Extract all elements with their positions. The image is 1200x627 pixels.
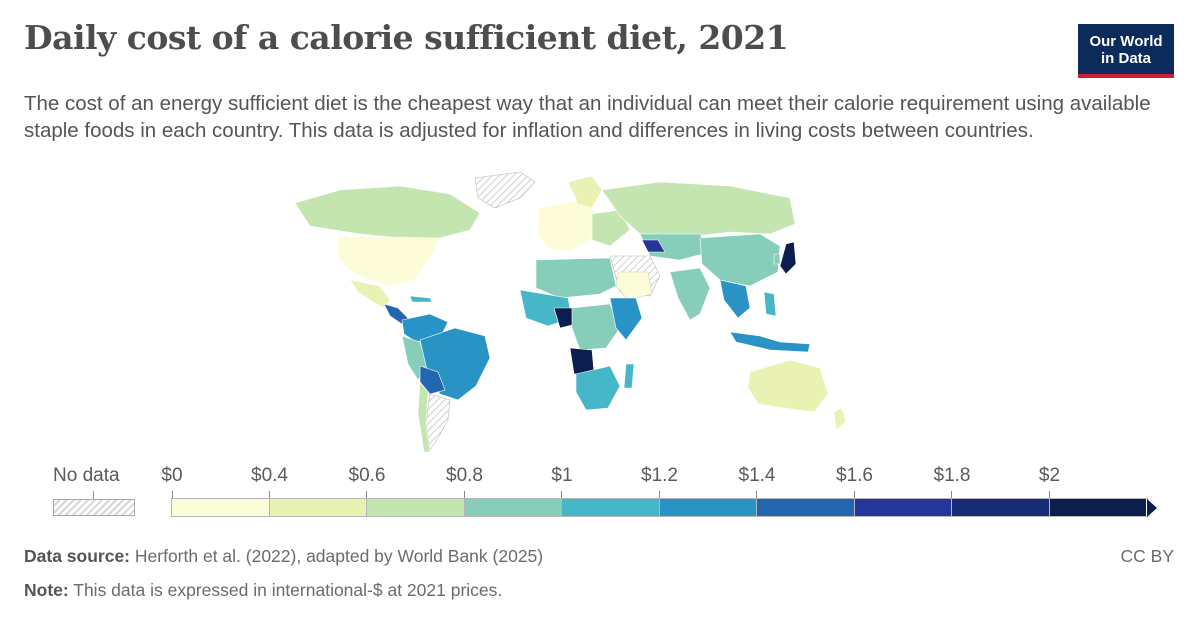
region-scandinavia[interactable] xyxy=(567,175,603,209)
region-caribbean[interactable] xyxy=(409,295,433,303)
legend-bin[interactable] xyxy=(1048,498,1148,517)
region-china[interactable] xyxy=(699,233,781,287)
legend-bin[interactable] xyxy=(268,498,368,517)
region-eastern-europe[interactable] xyxy=(591,209,631,247)
owid-logo[interactable]: Our World in Data xyxy=(1078,24,1174,78)
region-indonesia[interactable] xyxy=(729,331,811,353)
legend-tick-label: $1.6 xyxy=(836,465,873,486)
region-usa[interactable] xyxy=(337,235,441,287)
note-text: This data is expressed in international-… xyxy=(68,580,503,600)
legend-bin[interactable] xyxy=(951,498,1051,517)
region-canada[interactable] xyxy=(294,185,481,239)
legend-tick-label: $0.6 xyxy=(348,465,386,486)
region-north-africa[interactable] xyxy=(535,257,617,299)
color-legend[interactable]: No data $0 $0.4 $0.6 $0.8 $1 $1.2 $1.4 $… xyxy=(0,455,1200,525)
legend-overflow-arrow xyxy=(1147,498,1157,517)
region-uzbekistan[interactable] xyxy=(641,239,666,253)
data-source-text[interactable]: Herforth et al. (2022), adapted by World… xyxy=(130,546,544,566)
region-korea[interactable] xyxy=(773,253,781,265)
license-link[interactable]: CC BY xyxy=(1120,546,1174,566)
note-line: Note: This data is expressed in internat… xyxy=(24,580,502,601)
chart-title: Daily cost of a calorie sufficient diet,… xyxy=(24,18,789,57)
region-saudi-arabia[interactable] xyxy=(615,271,653,301)
region-chile[interactable] xyxy=(417,381,431,453)
region-angola[interactable] xyxy=(569,347,595,375)
logo-line-2: in Data xyxy=(1100,50,1151,67)
region-japan[interactable] xyxy=(779,241,797,275)
region-greenland[interactable] xyxy=(474,171,536,209)
logo-line-1: Our World xyxy=(1089,33,1163,50)
legend-tick-label: $2 xyxy=(1038,465,1061,486)
region-philippines[interactable] xyxy=(763,291,777,317)
no-data-tick xyxy=(93,491,94,499)
legend-tick-label: $0 xyxy=(161,465,183,486)
region-australia[interactable] xyxy=(747,359,829,413)
no-data-swatch[interactable] xyxy=(53,499,135,516)
note-label: Note: xyxy=(24,580,69,600)
legend-color-bins xyxy=(171,498,1157,517)
legend-tick-label: $1.2 xyxy=(641,465,678,486)
region-mexico[interactable] xyxy=(349,279,391,309)
region-western-europe[interactable] xyxy=(537,199,599,253)
no-data-label: No data xyxy=(53,465,120,486)
world-map[interactable] xyxy=(280,168,900,458)
legend-bin[interactable] xyxy=(171,498,271,517)
data-source-label: Data source: xyxy=(24,546,131,566)
legend-bin[interactable] xyxy=(658,498,758,517)
region-india[interactable] xyxy=(669,267,711,321)
legend-tick-label: $1.4 xyxy=(738,465,776,486)
legend-tick-label: $1 xyxy=(551,465,573,486)
legend-tick-label: $0.8 xyxy=(446,465,483,486)
legend-bin[interactable] xyxy=(756,498,856,517)
region-central-africa[interactable] xyxy=(571,303,621,351)
region-southeast-asia[interactable] xyxy=(719,279,751,319)
legend-bin[interactable] xyxy=(366,498,466,517)
region-russia[interactable] xyxy=(601,181,796,239)
region-madagascar[interactable] xyxy=(623,363,635,389)
data-source-line: Data source: Herforth et al. (2022), ada… xyxy=(24,546,543,567)
region-new-zealand[interactable] xyxy=(833,407,847,431)
legend-bin[interactable] xyxy=(561,498,661,517)
chart-subtitle: The cost of an energy sufficient diet is… xyxy=(24,92,1151,142)
region-argentina[interactable] xyxy=(425,393,451,451)
region-bolivia[interactable] xyxy=(419,365,446,395)
legend-bin[interactable] xyxy=(463,498,563,517)
legend-tick-label: $1.8 xyxy=(933,465,971,486)
region-east-africa[interactable] xyxy=(609,297,643,341)
legend-bin[interactable] xyxy=(853,498,953,517)
legend-tick-label: $0.4 xyxy=(251,465,288,486)
region-southern-africa[interactable] xyxy=(575,365,621,411)
